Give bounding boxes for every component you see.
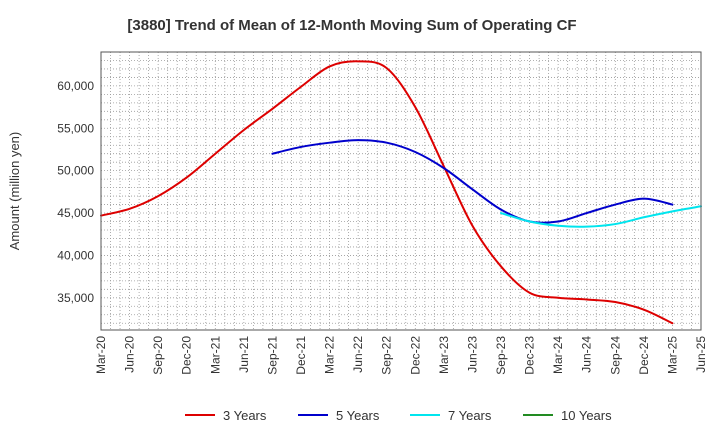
x-tick-label: Dec-22 bbox=[408, 336, 422, 375]
x-tick-label: Jun-20 bbox=[123, 336, 137, 373]
series-line-5-years bbox=[271, 139, 674, 224]
x-tick-label: Sep-24 bbox=[608, 336, 622, 375]
x-tick-label: Jun-22 bbox=[351, 336, 365, 373]
x-tick-label: Mar-20 bbox=[94, 336, 108, 374]
x-tick-label: Dec-20 bbox=[180, 336, 194, 375]
x-tick-label: Jun-23 bbox=[465, 336, 479, 373]
x-tick-label: Mar-23 bbox=[437, 336, 451, 374]
x-tick-label: Mar-24 bbox=[551, 336, 565, 374]
y-axis: 35,000 40,000 45,000 50,000 55,000 60,000 bbox=[57, 79, 94, 305]
legend-label-3-years: 3 Years bbox=[223, 408, 267, 423]
x-tick-label: Mar-21 bbox=[208, 336, 222, 374]
y-axis-label: Amount (million yen) bbox=[7, 132, 22, 251]
x-tick-label: Dec-23 bbox=[523, 336, 537, 375]
x-tick-label: Sep-20 bbox=[151, 336, 165, 375]
legend-label-5-years: 5 Years bbox=[336, 408, 380, 423]
x-tick-label: Sep-23 bbox=[494, 336, 508, 375]
legend: 3 Years 5 Years 7 Years 10 Years bbox=[185, 408, 612, 423]
x-tick-label: Dec-24 bbox=[637, 336, 651, 375]
x-tick-label: Sep-21 bbox=[265, 336, 279, 375]
plot-frame bbox=[100, 51, 702, 331]
series-line-3-years bbox=[100, 60, 674, 325]
y-tick-label: 40,000 bbox=[57, 248, 94, 262]
series-line-7-years bbox=[500, 205, 702, 228]
y-tick-label: 45,000 bbox=[57, 206, 94, 220]
y-tick-label: 60,000 bbox=[57, 79, 94, 93]
x-tick-label: Mar-25 bbox=[665, 336, 679, 374]
plot-area bbox=[101, 52, 701, 330]
x-tick-label: Dec-21 bbox=[294, 336, 308, 375]
x-tick-label: Jun-24 bbox=[580, 336, 594, 373]
y-tick-label: 35,000 bbox=[57, 291, 94, 305]
chart-title: [3880] Trend of Mean of 12-Month Moving … bbox=[127, 17, 576, 34]
y-tick-label: 55,000 bbox=[57, 121, 94, 135]
grid bbox=[101, 52, 701, 330]
x-tick-label: Jun-21 bbox=[237, 336, 251, 373]
x-tick-label: Jun-25 bbox=[694, 336, 708, 373]
legend-label-10-years: 10 Years bbox=[561, 408, 612, 423]
x-tick-label: Sep-22 bbox=[380, 336, 394, 375]
legend-label-7-years: 7 Years bbox=[448, 408, 492, 423]
x-tick-label: Mar-22 bbox=[323, 336, 337, 374]
y-tick-label: 50,000 bbox=[57, 164, 94, 178]
x-axis: Mar-20 Jun-20 Sep-20 Dec-20 Mar-21 Jun-21 Sep-… bbox=[94, 336, 708, 375]
series-layer bbox=[100, 60, 702, 325]
